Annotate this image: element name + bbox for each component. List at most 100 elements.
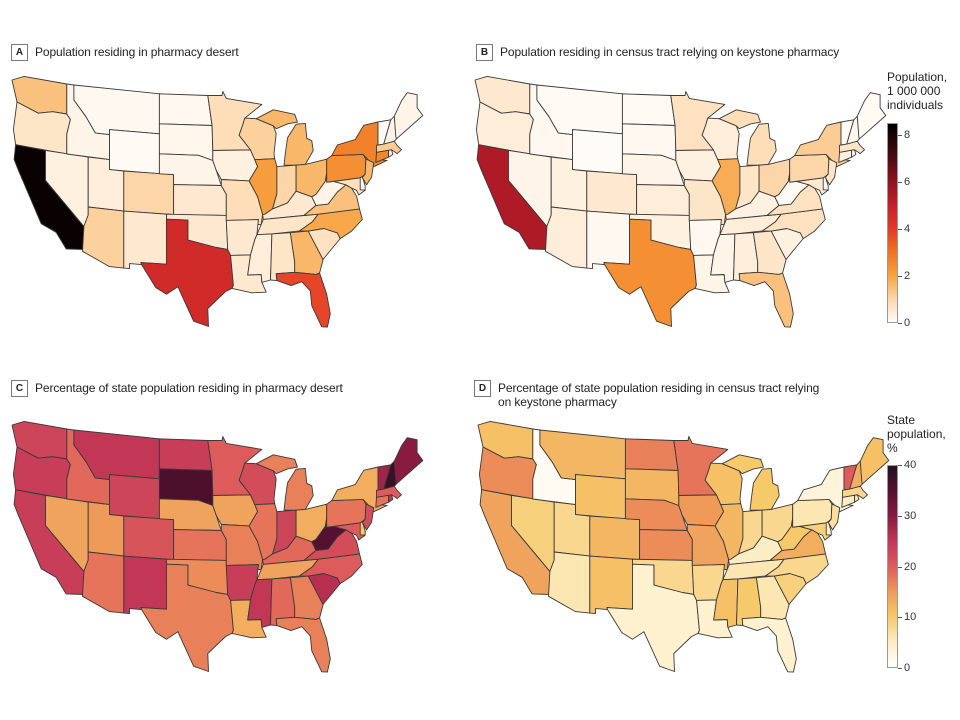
legend-tick-label: 0	[904, 662, 911, 674]
state-CO	[123, 170, 175, 216]
map-panel-b	[474, 75, 887, 328]
legend-tick-label: 40	[904, 459, 917, 471]
legend-title-line: individuals	[887, 98, 944, 112]
state-RI	[388, 494, 394, 503]
map-panel-c	[11, 420, 424, 673]
state-IA	[675, 149, 722, 182]
state-RI	[851, 149, 857, 158]
panel-d-title: Percentage of state population residing …	[498, 381, 819, 409]
legend-title-line: 1 000 000	[887, 84, 941, 98]
legend-tick-mark	[898, 567, 902, 568]
state-NH	[383, 115, 397, 145]
legend-tick-label: 8	[904, 129, 911, 141]
state-IA	[212, 494, 259, 527]
state-ND	[158, 438, 213, 471]
state-WY	[109, 474, 160, 520]
state-AZ	[82, 206, 125, 269]
legend-percent-colorbar	[887, 465, 898, 668]
state-KS	[173, 184, 227, 216]
state-ND	[621, 93, 676, 126]
state-NM	[589, 555, 633, 615]
panel-d-letter: D	[474, 380, 491, 397]
state-WY	[572, 129, 623, 175]
panel-c-letter: C	[11, 380, 28, 397]
state-NM	[586, 210, 630, 270]
state-AZ	[82, 551, 125, 614]
legend-tick-mark	[898, 516, 902, 517]
state-NM	[123, 555, 167, 615]
state-NJ	[361, 503, 375, 531]
panel-d-title-line1: Percentage of state population residing …	[498, 381, 820, 395]
state-AZ	[548, 551, 591, 614]
state-ME	[393, 437, 424, 485]
state-ME	[856, 92, 887, 140]
state-WY	[575, 474, 626, 520]
state-NH	[846, 115, 860, 145]
state-CO	[589, 515, 641, 561]
state-FL	[741, 616, 797, 673]
legend-population-colorbar	[887, 123, 898, 323]
legend-tick-label: 20	[904, 561, 917, 573]
legend-percent-title: State population, %	[887, 413, 946, 455]
legend-population-title: Population, 1 000 000 individuals	[887, 70, 947, 112]
legend-title-line: %	[887, 441, 898, 455]
state-AZ	[545, 206, 588, 269]
legend-tick-mark	[898, 323, 902, 324]
legend-tick-label: 10	[904, 611, 917, 623]
legend-title-line: population,	[887, 427, 946, 441]
state-ND	[624, 438, 679, 471]
panel-b-letter: B	[476, 44, 493, 61]
state-CO	[586, 170, 638, 216]
state-KS	[173, 529, 227, 561]
panel-a-title: Population residing in pharmacy desert	[35, 45, 239, 59]
state-FL	[275, 271, 331, 328]
state-NJ	[824, 158, 838, 186]
panel-d-title-line2: on keystone pharmacy	[498, 395, 617, 409]
state-NH	[383, 460, 397, 490]
legend-tick-mark	[898, 465, 902, 466]
legend-tick-label: 4	[904, 223, 911, 235]
legend-title-line: Population,	[887, 70, 948, 84]
panel-c-title: Percentage of state population residing …	[35, 381, 343, 395]
state-NH	[849, 460, 863, 490]
legend-tick-label: 0	[904, 317, 911, 329]
state-NJ	[827, 503, 841, 531]
state-ME	[393, 92, 424, 140]
state-FL	[738, 271, 794, 328]
state-IA	[678, 494, 725, 527]
legend-tick-mark	[898, 135, 902, 136]
state-RI	[388, 149, 394, 158]
legend-tick-mark	[898, 668, 902, 669]
state-PA	[792, 498, 833, 528]
state-IA	[212, 149, 259, 182]
state-PA	[789, 153, 830, 183]
state-NC	[299, 208, 363, 240]
panel-a-letter: A	[11, 44, 28, 61]
state-PA	[326, 498, 367, 528]
legend-tick-mark	[898, 182, 902, 183]
state-PA	[326, 153, 367, 183]
state-ND	[158, 93, 213, 126]
state-FL	[275, 616, 331, 673]
legend-tick-mark	[898, 617, 902, 618]
state-NM	[123, 210, 167, 270]
legend-tick-label: 6	[904, 176, 911, 188]
state-NC	[299, 553, 363, 585]
panel-b-title: Population residing in census tract rely…	[500, 45, 840, 59]
legend-tick-mark	[898, 276, 902, 277]
state-NC	[762, 208, 826, 240]
map-panel-d	[477, 420, 890, 673]
state-ME	[859, 437, 890, 485]
state-WY	[109, 129, 160, 175]
state-NC	[765, 553, 829, 585]
state-KS	[636, 184, 690, 216]
state-RI	[854, 494, 860, 503]
legend-tick-mark	[898, 229, 902, 230]
state-NJ	[361, 158, 375, 186]
legend-tick-label: 2	[904, 270, 911, 282]
state-CO	[123, 515, 175, 561]
state-KS	[639, 529, 693, 561]
legend-tick-label: 30	[904, 510, 917, 522]
legend-title-line: State	[887, 413, 916, 427]
